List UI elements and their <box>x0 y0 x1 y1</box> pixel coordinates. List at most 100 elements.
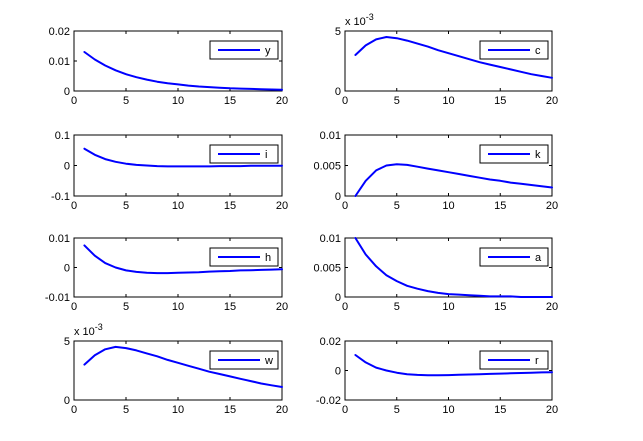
legend-label: y <box>265 45 271 57</box>
y-tick-label: 0.02 <box>49 26 70 38</box>
legend: c <box>479 40 549 60</box>
axes-frame <box>344 134 553 197</box>
x-tick-label: 5 <box>394 200 400 212</box>
x-tick-label: 15 <box>224 200 236 212</box>
y-tick-label: 0 <box>335 191 341 203</box>
x-tick-label: 10 <box>172 200 184 212</box>
x-tick-label: 5 <box>394 301 400 313</box>
x-tick-label: 10 <box>442 200 454 212</box>
y-tick-label: 0.02 <box>320 336 341 348</box>
x-tick-label: 20 <box>546 301 558 313</box>
x-tick-label: 5 <box>123 200 129 212</box>
legend: w <box>209 350 279 370</box>
legend: i <box>209 144 279 164</box>
x-tick-label: 5 <box>123 95 129 107</box>
subplot-w: 0 5 10 15 20 0 5 x 10-3 w <box>64 322 288 416</box>
x-tick-label: 10 <box>442 95 454 107</box>
y-tick-label: 0 <box>64 263 70 275</box>
subplot-a: 0 5 10 15 20 0 0.005 0.01 a <box>313 233 558 313</box>
x-tick-label: 20 <box>276 404 288 416</box>
axes-frame <box>73 30 283 92</box>
x-tick-label: 0 <box>342 404 348 416</box>
x-tick-label: 20 <box>276 95 288 107</box>
x-tick-label: 20 <box>546 404 558 416</box>
x-tick-label: 5 <box>394 95 400 107</box>
x-tick-label: 0 <box>342 95 348 107</box>
subplot-k: 0 5 10 15 20 0 0.005 0.01 k <box>313 130 558 212</box>
legend: a <box>479 247 549 267</box>
y-tick-label: 5 <box>64 336 70 348</box>
y-tick-label: 0 <box>64 161 70 173</box>
legend: y <box>209 40 279 60</box>
y-tick-label: 0 <box>335 366 341 378</box>
legend-label: r <box>535 355 539 367</box>
subplot-y: 0 5 10 15 20 0 0.01 0.02 y <box>49 26 289 107</box>
y-tick-label: -0.1 <box>51 191 70 203</box>
x-tick-label: 0 <box>342 200 348 212</box>
axis-exponent-label: x 10-3 <box>345 12 374 28</box>
y-tick-label: 0.005 <box>313 263 341 275</box>
axis-exponent-label: x 10-3 <box>74 322 103 338</box>
series-line-i <box>83 147 283 168</box>
x-tick-label: 0 <box>71 95 77 107</box>
x-tick-label: 15 <box>494 404 506 416</box>
y-tick-label: 0 <box>335 292 341 304</box>
x-tick-label: 15 <box>494 200 506 212</box>
x-tick-label: 20 <box>276 200 288 212</box>
y-tick-label: 0.01 <box>320 233 341 245</box>
x-tick-label: 0 <box>71 301 77 313</box>
y-tick-label: 0.01 <box>49 56 70 68</box>
y-tick-label: 0 <box>335 86 341 98</box>
x-tick-label: 15 <box>224 301 236 313</box>
series-line-k <box>354 163 553 197</box>
x-tick-label: 5 <box>123 404 129 416</box>
legend: k <box>479 144 549 164</box>
series-line-y <box>83 51 283 91</box>
subplot-i: 0 5 10 15 20-0.100.1i <box>51 130 288 212</box>
y-tick-label: 0 <box>64 86 70 98</box>
y-tick-label: 0.1 <box>55 130 70 142</box>
y-tick-label: 0.005 <box>313 161 341 173</box>
x-tick-label: 15 <box>224 404 236 416</box>
series-line-h <box>83 244 283 275</box>
y-tick-label: 0.01 <box>49 233 70 245</box>
x-tick-label: 10 <box>172 301 184 313</box>
x-tick-label: 0 <box>71 200 77 212</box>
x-tick-label: 15 <box>494 95 506 107</box>
x-tick-label: 20 <box>276 301 288 313</box>
y-tick-label: 5 <box>335 26 341 38</box>
y-tick-label: -0.01 <box>45 292 70 304</box>
x-tick-label: 20 <box>546 95 558 107</box>
y-tick-label: 0.01 <box>320 130 341 142</box>
x-tick-label: 10 <box>442 301 454 313</box>
x-tick-label: 15 <box>494 301 506 313</box>
legend: r <box>479 350 549 370</box>
y-tick-label: 0 <box>64 395 70 407</box>
axes-frame <box>73 237 283 298</box>
axes-frame <box>344 340 553 401</box>
series-line-w <box>83 345 283 388</box>
legend-label: w <box>264 355 273 367</box>
x-tick-label: 5 <box>394 404 400 416</box>
series-line-r <box>354 354 553 377</box>
x-tick-label: 10 <box>172 404 184 416</box>
legend-label: k <box>535 149 541 161</box>
x-tick-label: 0 <box>71 404 77 416</box>
subplot-c: 0 5 10 15 20 0 5 x 10-3 c <box>335 12 558 107</box>
series-line-c <box>354 36 553 79</box>
x-tick-label: 10 <box>442 404 454 416</box>
x-tick-label: 20 <box>546 200 558 212</box>
y-tick-label: -0.02 <box>316 395 341 407</box>
x-tick-label: 15 <box>224 95 236 107</box>
legend-label: i <box>265 149 267 161</box>
series-line-a <box>354 237 553 298</box>
legend-label: h <box>265 252 271 264</box>
x-tick-label: 10 <box>172 95 184 107</box>
x-tick-label: 5 <box>123 301 129 313</box>
legend-label: c <box>535 45 541 57</box>
x-tick-label: 0 <box>342 301 348 313</box>
